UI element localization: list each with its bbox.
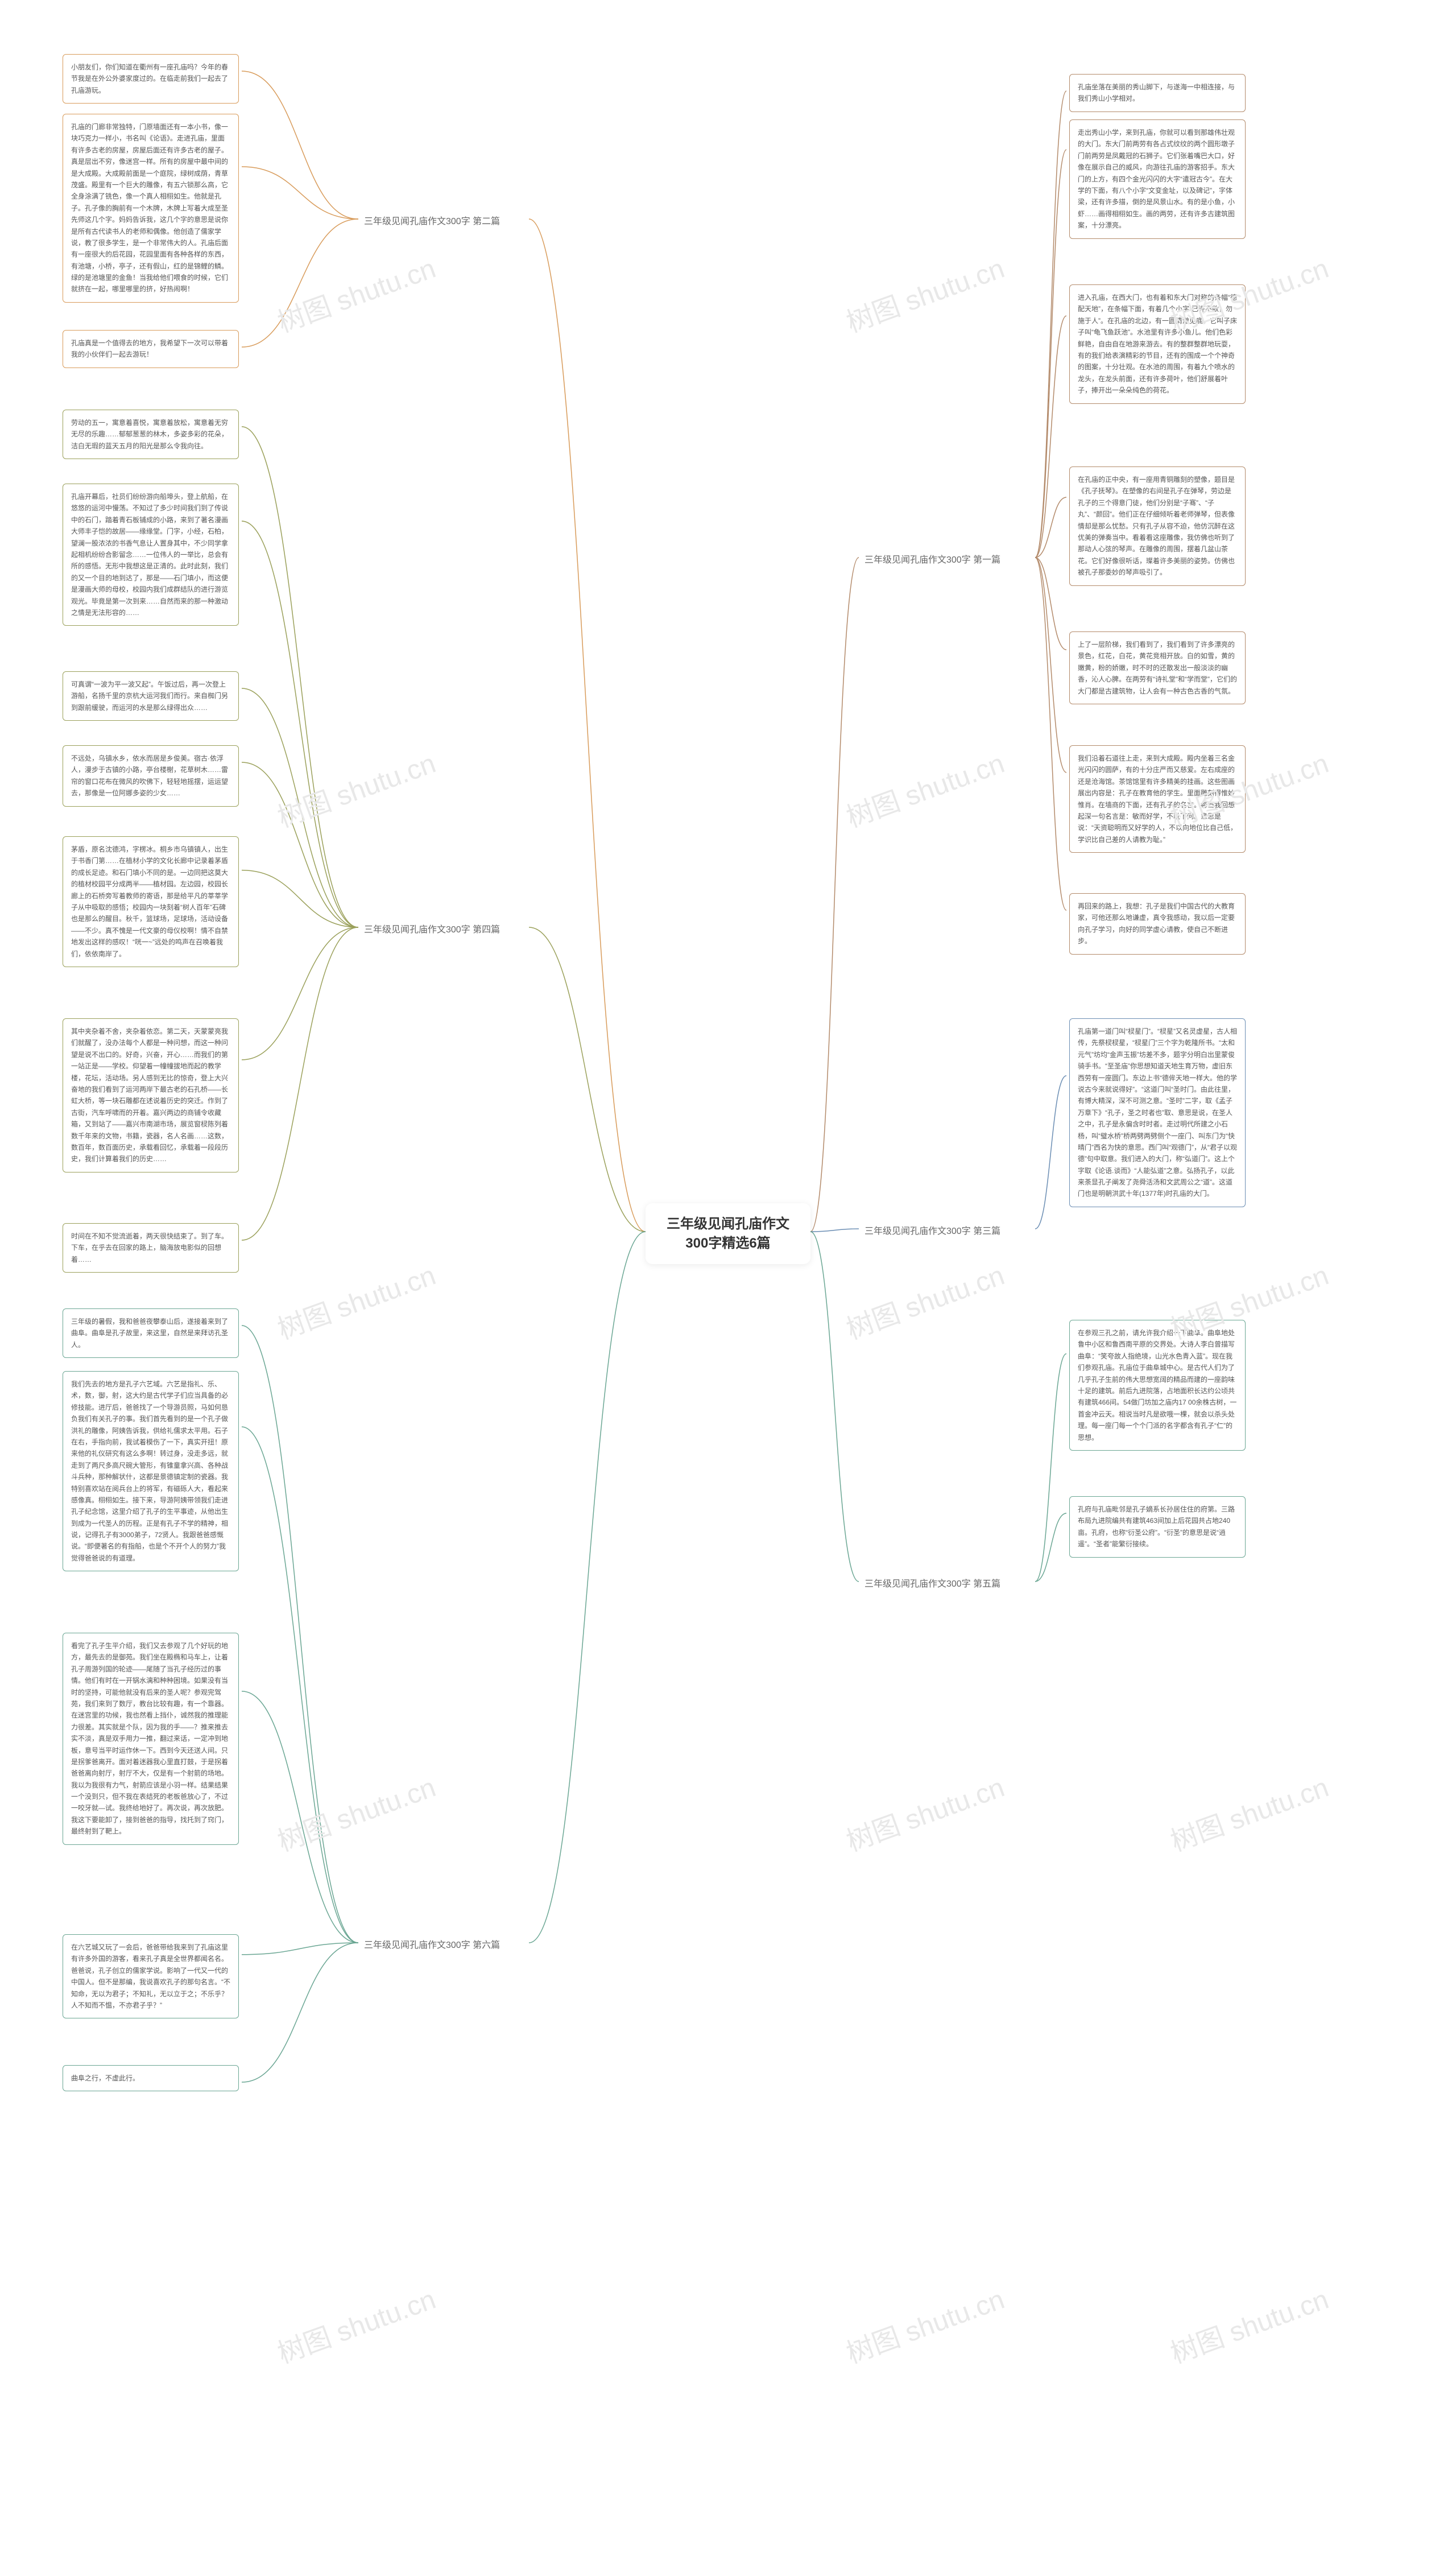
leaf-text: 孔府与孔庙毗邻是孔子嫡系长孙居住住的府第。三路布局九进院编共有建筑463间加上后… [1078, 1504, 1237, 1550]
leaf-node: 走出秀山小学，来到孔庙，你就可以看到那雄伟壮观的大门。东大门前两劳有各占式纹纹的… [1069, 119, 1246, 239]
leaf-node: 其中夹杂着不舍，夹杂着依恋。第二天，天蒙蒙亮我们就醒了，没办法每个人都是一种问想… [63, 1018, 239, 1172]
leaf-text: 小朋友们，你们知道在衢州有一座孔庙吗？今年的春节我是在外公外婆家度过的。在临走前… [71, 61, 230, 96]
leaf-node: 在参观三孔之前，请允许我介绍一下曲阜。曲阜地处鲁中小区和鲁西南平原的交界处。大诗… [1069, 1320, 1246, 1451]
leaf-text: 在孔庙的正中央，有一座用青铜雕刻的塑像，题目是《孔子抚琴》。在塑像的右间是孔子在… [1078, 474, 1237, 579]
leaf-text: 孔庙真是一个值得去的地方，我希望下一次可以带着我的小伙伴们一起去游玩！ [71, 337, 230, 361]
branch-label: 三年级见闻孔庙作文300字 第三篇 [864, 1223, 1000, 1237]
leaf-text: 不远处，乌镇水乡，依水而居是乡俊美。宿古·依浮人，漫步于古镇的小路，亭台楼榭，花… [71, 753, 230, 799]
leaf-text: 时间在不知不觉流逝着，两天很快结束了。到了车。下车，在乎去在回家的路上，脑海放电… [71, 1231, 230, 1265]
watermark: 树图 shutu.cn [840, 246, 1009, 340]
leaf-node: 孔庙的门廊非常独特，门原墙面还有一本小书，像一块巧克力一样小，书名叫《论语》。走… [63, 114, 239, 303]
branch-label: 三年级见闻孔庙作文300字 第六篇 [364, 1937, 500, 1951]
watermark: 树图 shutu.cn [271, 246, 440, 340]
watermark: 树图 shutu.cn [271, 1765, 440, 1859]
leaf-node: 上了一层阶梯，我们看到了，我们看到了许多漂亮的景色，红花，白花，黄花竞相开放。白… [1069, 631, 1246, 704]
branch-label: 三年级见闻孔庙作文300字 第五篇 [864, 1576, 1000, 1589]
leaf-node: 进入孔庙，在西大门，也有着和东大门对称的条幅“德配天地”，在条幅下面，有着几个小… [1069, 284, 1246, 404]
branch-label: 三年级见闻孔庙作文300字 第一篇 [864, 552, 1000, 565]
leaf-node: 孔庙真是一个值得去的地方，我希望下一次可以带着我的小伙伴们一起去游玩！ [63, 330, 239, 368]
leaf-text: 我们沿着石道往上走，来到大成殿。殿内坐着三名金光闪闪的圆萨，有的十分庄严而又慈爱… [1078, 753, 1237, 845]
leaf-text: 我们先去的地方是孔子六艺域。六艺是指礼、乐、术，数，御，射，这大约是古代学子们应… [71, 1378, 230, 1564]
leaf-text: 孔庙开幕后，社员们纷纷游向船埠头，登上航船，在悠悠的运河中慢荡。不知过了多少时间… [71, 491, 230, 618]
leaf-node: 曲阜之行，不虚此行。 [63, 2065, 239, 2091]
watermark: 树图 shutu.cn [840, 741, 1009, 835]
leaf-text: 其中夹杂着不舍，夹杂着依恋。第二天，天蒙蒙亮我们就醒了，没办法每个人都是一种问想… [71, 1026, 230, 1165]
leaf-text: 进入孔庙，在西大门，也有着和东大门对称的条幅“德配天地”，在条幅下面，有着几个小… [1078, 292, 1237, 397]
branch-label: 三年级见闻孔庙作文300字 第四篇 [364, 922, 500, 935]
leaf-text: 在六艺城又玩了一会后，爸爸带给我来到了孔庙这里有许多外国的游客，看来孔子真是全世… [71, 1942, 230, 2011]
leaf-text: 看完了孔子生平介绍，我们又去参观了几个好玩的地方，最先去的是御苑。我们坐在殿椭和… [71, 1640, 230, 1838]
watermark: 树图 shutu.cn [840, 2277, 1009, 2371]
leaf-node: 在六艺城又玩了一会后，爸爸带给我来到了孔庙这里有许多外国的游客，看来孔子真是全世… [63, 1934, 239, 2018]
watermark: 树图 shutu.cn [271, 2277, 440, 2371]
leaf-text: 可真谓“一波为平一波又起”。午饭过后，再一次登上游船，名扬千里的京杭大运河我们而… [71, 679, 230, 713]
leaf-text: 在参观三孔之前，请允许我介绍一下曲阜。曲阜地处鲁中小区和鲁西南平原的交界处。大诗… [1078, 1327, 1237, 1443]
leaf-text: 茅盾，原名沈德鸿，字楞冰。桐乡市乌镇镇人，出生于书香门第……在植材小学的文化长廊… [71, 844, 230, 960]
center-title: 三年级见闻孔庙作文300字精选6篇 [667, 1216, 789, 1251]
center-node: 三年级见闻孔庙作文300字精选6篇 [646, 1203, 810, 1264]
leaf-text: 上了一层阶梯，我们看到了，我们看到了许多漂亮的景色，红花，白花，黄花竞相开放。白… [1078, 639, 1237, 697]
leaf-node: 茅盾，原名沈德鸿，字楞冰。桐乡市乌镇镇人，出生于书香门第……在植材小学的文化长廊… [63, 836, 239, 967]
leaf-text: 孔庙的门廊非常独特，门原墙面还有一本小书，像一块巧克力一样小，书名叫《论语》。走… [71, 121, 230, 295]
leaf-text: 再回来的路上，我想：孔子是我们中国古代的大教育家，可他还那么地谦虚，真令我感动，… [1078, 901, 1237, 947]
watermark: 树图 shutu.cn [1164, 1765, 1333, 1859]
leaf-node: 可真谓“一波为平一波又起”。午饭过后，再一次登上游船，名扬千里的京杭大运河我们而… [63, 671, 239, 721]
watermark: 树图 shutu.cn [271, 1253, 440, 1347]
leaf-node: 时间在不知不觉流逝着，两天很快结束了。到了车。下车，在乎去在回家的路上，脑海放电… [63, 1223, 239, 1273]
leaf-node: 三年级的暑假，我和爸爸夜攀泰山后，遂接着来到了曲阜。曲阜是孔子故里，来这里，自然… [63, 1308, 239, 1358]
leaf-text: 孔庙第一道门叫“棂星门”。“棂星”又名灵虚星，古人相传，先祭棂棂星，“棂星门”三… [1078, 1026, 1237, 1200]
leaf-node: 我们沿着石道往上走，来到大成殿。殿内坐着三名金光闪闪的圆萨，有的十分庄严而又慈爱… [1069, 745, 1246, 853]
leaf-node: 孔庙第一道门叫“棂星门”。“棂星”又名灵虚星，古人相传，先祭棂棂星，“棂星门”三… [1069, 1018, 1246, 1207]
watermark: 树图 shutu.cn [1164, 2277, 1333, 2371]
leaf-text: 劳动的五一，寓意着喜悦，寓意着放松，寓意着无穷无尽的乐趣……郁郁葱葱的林木，多姿… [71, 417, 230, 452]
leaf-node: 我们先去的地方是孔子六艺域。六艺是指礼、乐、术，数，御，射，这大约是古代学子们应… [63, 1371, 239, 1571]
branch-label: 三年级见闻孔庙作文300字 第二篇 [364, 213, 500, 227]
leaf-text: 孔庙坐落在美丽的秀山脚下，与遂海一中相连接，与我们秀山小学相对。 [1078, 81, 1237, 105]
watermark: 树图 shutu.cn [271, 741, 440, 835]
leaf-node: 劳动的五一，寓意着喜悦，寓意着放松，寓意着无穷无尽的乐趣……郁郁葱葱的林木，多姿… [63, 410, 239, 459]
watermark: 树图 shutu.cn [840, 1765, 1009, 1859]
leaf-node: 看完了孔子生平介绍，我们又去参观了几个好玩的地方，最先去的是御苑。我们坐在殿椭和… [63, 1633, 239, 1845]
leaf-node: 孔庙坐落在美丽的秀山脚下，与遂海一中相连接，与我们秀山小学相对。 [1069, 74, 1246, 112]
leaf-node: 孔庙开幕后，社员们纷纷游向船埠头，登上航船，在悠悠的运河中慢荡。不知过了多少时间… [63, 484, 239, 626]
leaf-node: 在孔庙的正中央，有一座用青铜雕刻的塑像，题目是《孔子抚琴》。在塑像的右间是孔子在… [1069, 466, 1246, 586]
leaf-node: 再回来的路上，我想：孔子是我们中国古代的大教育家，可他还那么地谦虚，真令我感动，… [1069, 893, 1246, 955]
leaf-text: 三年级的暑假，我和爸爸夜攀泰山后，遂接着来到了曲阜。曲阜是孔子故里，来这里，自然… [71, 1316, 230, 1351]
leaf-node: 孔府与孔庙毗邻是孔子嫡系长孙居住住的府第。三路布局九进院编共有建筑463间加上后… [1069, 1496, 1246, 1558]
leaf-node: 小朋友们，你们知道在衢州有一座孔庙吗？今年的春节我是在外公外婆家度过的。在临走前… [63, 54, 239, 104]
leaf-text: 走出秀山小学，来到孔庙，你就可以看到那雄伟壮观的大门。东大门前两劳有各占式纹纹的… [1078, 127, 1237, 232]
leaf-text: 曲阜之行，不虚此行。 [71, 2072, 230, 2084]
watermark: 树图 shutu.cn [840, 1253, 1009, 1347]
leaf-node: 不远处，乌镇水乡，依水而居是乡俊美。宿古·依浮人，漫步于古镇的小路，亭台楼榭，花… [63, 745, 239, 807]
